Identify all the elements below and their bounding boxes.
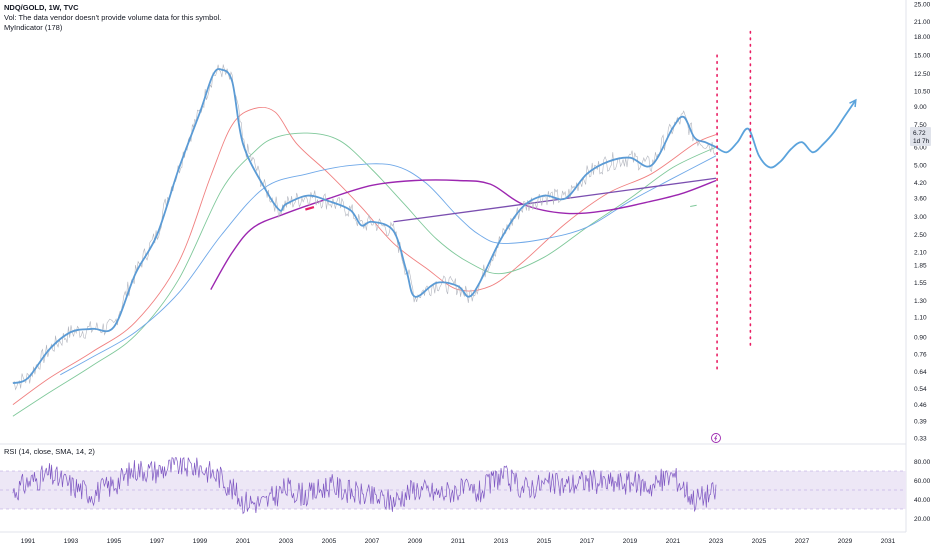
y-tick-label: 0.54 <box>914 386 927 393</box>
rsi-pane[interactable] <box>0 456 906 515</box>
y-tick-label: 25.00 <box>914 1 931 8</box>
ma-blue-line[interactable] <box>60 155 717 376</box>
y-tick-label: 4.20 <box>914 180 927 187</box>
projection-arrowhead <box>849 98 857 108</box>
x-tick-label: 2009 <box>408 538 423 545</box>
x-tick-label: 2031 <box>881 538 896 545</box>
y-tick-label: 1.10 <box>914 315 927 322</box>
ma-purple-line[interactable] <box>210 179 717 290</box>
y-tick-label: 1.85 <box>914 262 927 269</box>
projection-path[interactable] <box>715 99 857 169</box>
rsi-tick-label: 80.00 <box>914 459 931 466</box>
y-tick-label: 12.50 <box>914 71 931 78</box>
badge-price: 6.72 <box>913 130 926 137</box>
y-tick-label: 0.46 <box>914 402 927 409</box>
y-tick-label: 2.50 <box>914 232 927 239</box>
highlight-mark <box>305 206 315 211</box>
price-axis[interactable]: 25.0021.0018.0015.0012.5010.509.007.506.… <box>914 1 931 442</box>
y-tick-label: 0.64 <box>914 369 927 376</box>
x-tick-label: 1993 <box>64 538 79 545</box>
rsi-axis[interactable]: 80.00 60.00 40.00 20.00 <box>914 459 931 523</box>
y-tick-label: 6.00 <box>914 144 927 151</box>
lightning-glyph <box>714 435 718 441</box>
rsi-line[interactable] <box>12 456 717 515</box>
badge-countdown: 1d 7h <box>913 138 930 145</box>
trendline[interactable] <box>393 177 717 223</box>
chart-legend: NDQ/GOLD, 1W, TVC Vol: The data vendor d… <box>4 3 221 33</box>
y-tick-label: 0.90 <box>914 335 927 342</box>
x-tick-label: 2011 <box>451 538 465 545</box>
x-tick-label: 2019 <box>623 538 638 545</box>
rsi-tick-label: 20.00 <box>914 516 931 523</box>
price-line[interactable] <box>12 68 717 385</box>
x-tick-label: 2007 <box>365 538 380 545</box>
y-tick-label: 18.00 <box>914 34 931 41</box>
x-tick-label: 1999 <box>193 538 208 545</box>
x-tick-label: 1995 <box>107 538 122 545</box>
time-axis[interactable]: 1991 1993 1995 1997 1999 2001 2003 2005 2007 2009… <box>21 538 896 545</box>
y-tick-label: 0.33 <box>914 435 927 442</box>
y-tick-label: 10.50 <box>914 88 931 95</box>
x-tick-label: 2029 <box>838 538 853 545</box>
ma-red-line[interactable] <box>12 106 717 406</box>
x-tick-label: 1997 <box>150 538 165 545</box>
x-tick-label: 2003 <box>279 538 294 545</box>
price-pane[interactable] <box>12 30 857 443</box>
y-tick-label: 15.00 <box>914 53 931 60</box>
rsi-tick-label: 40.00 <box>914 497 931 504</box>
green-stub <box>690 204 697 207</box>
symbol-line[interactable]: NDQ/GOLD, 1W, TVC <box>4 3 79 12</box>
badge-bg <box>910 127 931 146</box>
x-tick-label: 1991 <box>21 538 36 545</box>
x-tick-label: 2027 <box>795 538 810 545</box>
x-tick-label: 2023 <box>709 538 724 545</box>
y-tick-label: 3.00 <box>914 214 927 221</box>
y-tick-label: 0.39 <box>914 419 927 426</box>
rsi-legend[interactable]: RSI (14, close, SMA, 14, 2) <box>4 447 95 456</box>
y-tick-label: 2.10 <box>914 250 927 257</box>
y-tick-label: 7.50 <box>914 122 927 129</box>
y-tick-label: 3.60 <box>914 196 927 203</box>
x-tick-label: 2015 <box>537 538 552 545</box>
x-tick-label: 2013 <box>494 538 509 545</box>
x-tick-label: 2025 <box>752 538 767 545</box>
x-tick-label: 2005 <box>322 538 337 545</box>
y-tick-label: 1.55 <box>914 280 927 287</box>
ma-green-line[interactable] <box>12 132 717 417</box>
y-tick-label: 0.76 <box>914 352 927 359</box>
rsi-tick-label: 60.00 <box>914 478 931 485</box>
y-tick-label: 9.00 <box>914 104 927 111</box>
x-tick-label: 2021 <box>666 538 681 545</box>
last-price-badge: 6.72 1d 7h <box>910 127 931 146</box>
x-tick-label: 2001 <box>236 538 251 545</box>
x-tick-label: 2017 <box>580 538 595 545</box>
y-tick-label: 1.30 <box>914 298 927 305</box>
y-tick-label: 21.00 <box>914 19 931 26</box>
indicator-label[interactable]: MyIndicator (178) <box>4 23 63 32</box>
y-tick-label: 5.00 <box>914 163 927 170</box>
volume-note: Vol: The data vendor doesn't provide vol… <box>4 13 222 22</box>
